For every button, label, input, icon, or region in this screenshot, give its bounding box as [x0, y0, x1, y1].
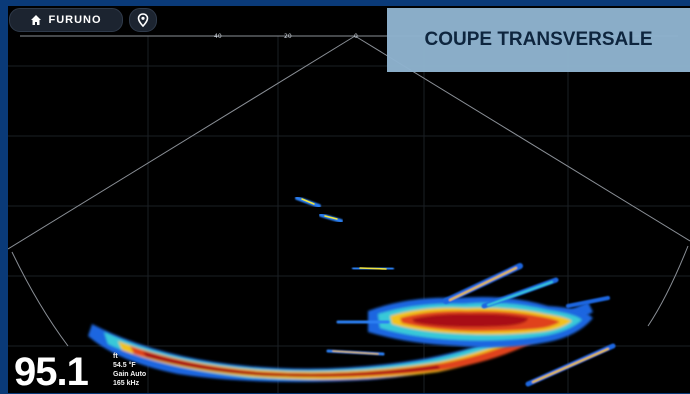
brand-logo: FURUNO: [48, 14, 101, 26]
top-toolbar: FURUNO: [9, 9, 157, 31]
water-temperature: 54.5 °F: [113, 361, 146, 370]
scale-tick: 20: [284, 33, 292, 40]
scale-tick: 0: [354, 33, 358, 40]
sonar-echoes: [88, 198, 613, 384]
depth-readout: 95.1: [14, 352, 88, 392]
sonar-fan-outline: [8, 36, 690, 346]
gain-setting: Gain Auto: [113, 370, 146, 379]
location-pin-icon: [137, 13, 149, 27]
scale-tick: 40: [214, 33, 222, 40]
home-button[interactable]: FURUNO: [9, 8, 123, 32]
mode-title-badge: COUPE TRANSVERSALE: [387, 8, 690, 72]
home-icon: [30, 14, 42, 26]
location-button[interactable]: [129, 8, 157, 32]
frequency-setting: 165 kHz: [113, 379, 146, 388]
mode-title: COUPE TRANSVERSALE: [424, 29, 652, 51]
depth-unit: ft: [113, 352, 146, 361]
echo-small-targets: [297, 198, 392, 269]
echo-school: [368, 297, 593, 347]
sonar-info-panel: ft 54.5 °F Gain Auto 165 kHz: [113, 352, 146, 388]
